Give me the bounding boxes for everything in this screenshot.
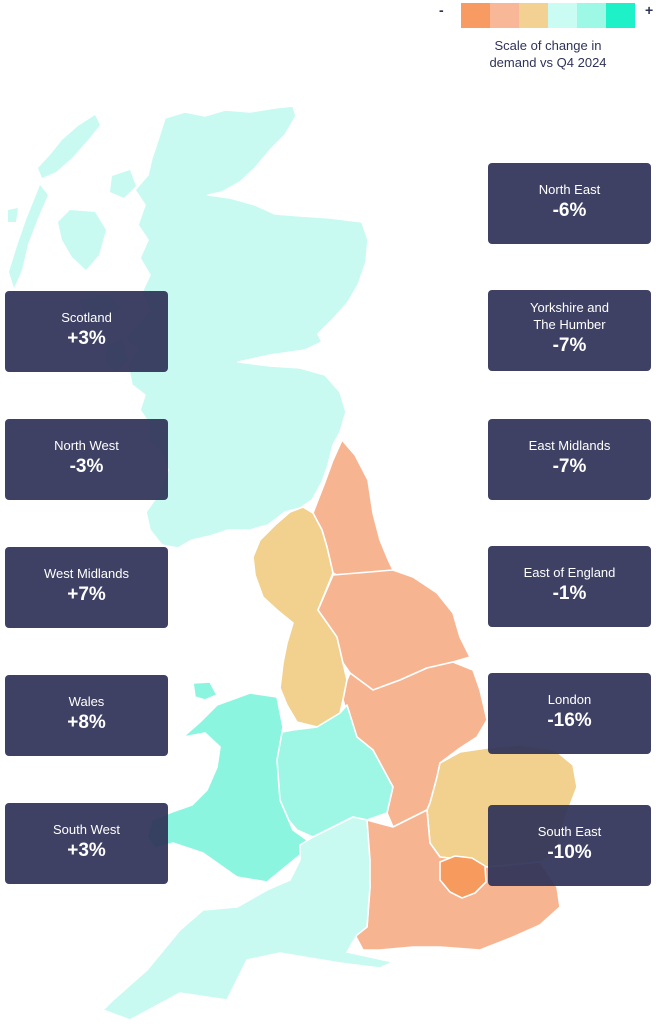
- region-wales-anglesey: [192, 681, 218, 701]
- card-value: -7%: [552, 335, 587, 356]
- region-scotland-island: [38, 115, 100, 178]
- card-east-of-england: East of England -1%: [488, 546, 651, 627]
- card-scotland: Scotland +3%: [5, 291, 168, 372]
- card-label: West Midlands: [43, 565, 129, 581]
- card-label: Scotland: [61, 309, 112, 325]
- card-label: North East: [538, 181, 601, 197]
- card-value: +7%: [67, 583, 106, 605]
- card-label: Wales: [68, 693, 105, 709]
- card-label: North West: [54, 437, 119, 453]
- card-label: East Midlands: [528, 437, 611, 453]
- card-value: +8%: [67, 711, 106, 733]
- card-value: -7%: [552, 455, 587, 477]
- legend-minus-sign: -: [439, 2, 444, 18]
- legend-swatches: [461, 3, 635, 28]
- legend-swatch-5: [577, 3, 606, 28]
- region-wales: [146, 692, 308, 883]
- legend-swatch-2: [490, 3, 519, 28]
- card-west-midlands: West Midlands +7%: [5, 547, 168, 628]
- region-scotland-island: [58, 210, 106, 270]
- card-north-east: North East -6%: [488, 163, 651, 244]
- card-label: South West: [53, 821, 120, 837]
- card-value: -3%: [69, 455, 104, 477]
- legend-plus-sign: +: [645, 2, 654, 18]
- card-south-west: South West +3%: [5, 803, 168, 884]
- card-south-east: South East -10%: [488, 805, 651, 886]
- region-south-west: [102, 816, 394, 1021]
- color-scale-legend: - + Scale of change in demand vs Q4 2024: [430, 0, 662, 80]
- card-yorkshire: Yorkshire and The Humber -7%: [488, 290, 651, 371]
- card-label: London: [547, 691, 592, 707]
- card-label: East of England: [523, 564, 616, 580]
- card-wales: Wales +8%: [5, 675, 168, 756]
- card-value: +3%: [67, 839, 106, 861]
- legend-swatch-3: [519, 3, 548, 28]
- card-value: +3%: [67, 327, 106, 349]
- card-label: Yorkshire and The Humber: [529, 300, 609, 332]
- card-value: -16%: [547, 709, 592, 731]
- region-scotland-island: [9, 185, 48, 288]
- region-london: [439, 855, 487, 899]
- card-value: -6%: [552, 199, 587, 221]
- card-north-west: North West -3%: [5, 419, 168, 500]
- legend-title: Scale of change in demand vs Q4 2024: [489, 38, 607, 70]
- legend-swatch-4: [548, 3, 577, 28]
- card-value: -10%: [547, 841, 592, 863]
- card-label: South East: [537, 823, 602, 839]
- card-value: -1%: [552, 582, 587, 604]
- region-scotland-island: [110, 170, 136, 198]
- card-london: London -16%: [488, 673, 651, 754]
- region-scotland-island: [8, 208, 18, 222]
- legend-swatch-6: [606, 3, 635, 28]
- card-east-midlands: East Midlands -7%: [488, 419, 651, 500]
- legend-swatch-1: [461, 3, 490, 28]
